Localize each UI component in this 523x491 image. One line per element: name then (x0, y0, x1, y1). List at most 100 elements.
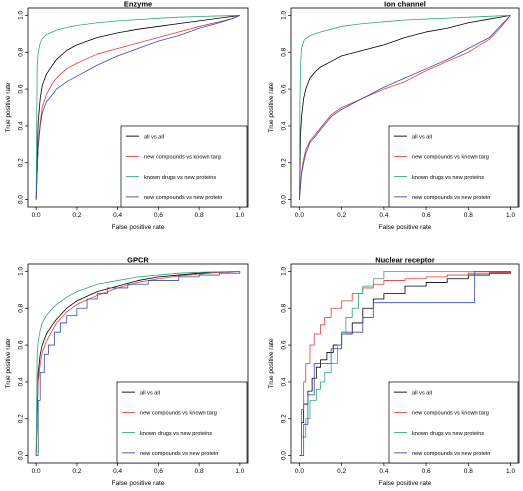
panel-ion-channel-series-known-drugs-vs-new-proteins (299, 14, 511, 200)
panel-enzyme-legend-label: new compounds vs new protein (144, 195, 222, 201)
panel-ion-channel-series-new-compounds-vs-known-targ (299, 15, 511, 200)
panel-gpcr-y-tick-label: 1.0 (18, 266, 25, 275)
panel-enzyme-series-new-compounds-vs-known-targ (35, 15, 241, 200)
panel-gpcr-legend-label: all vs all (140, 390, 160, 396)
panel-gpcr-y-tick-label: 0.6 (18, 340, 25, 349)
panel-ion-channel-y-tick-label: 0.0 (281, 195, 288, 204)
panel-ion-channel-legend-box (388, 125, 519, 208)
panel-ion-channel-legend-label: new compounds vs new protein (412, 195, 490, 201)
panel-gpcr-legend-label: new compounds vs known targ (140, 411, 217, 417)
panel-enzyme-y-tick-label: 0.6 (18, 84, 25, 93)
panel-enzyme-y-tick-label: 0.2 (18, 158, 25, 167)
panel-nuclear-receptor-x-tick-label: 1.0 (506, 468, 515, 475)
panel-gpcr-legend: all vs all new compounds vs known targ kno… (116, 381, 248, 464)
panel-gpcr-series-all-vs-all (35, 270, 240, 456)
panel-gpcr-title: GPCR (127, 256, 149, 265)
panel-nuclear-receptor-legend-label: known drugs vs new proteins (412, 431, 484, 437)
panel-enzyme-legend-box (120, 125, 248, 208)
panel-enzyme-group: Enzyme 0.0 0.2 0.4 0.6 0.8 1.0 0.0 0.2 0.4 0.6 0.8 1… (5, 0, 249, 231)
panel-ion-channel-x-tick-label: 0.8 (464, 212, 473, 219)
panel-enzyme-x-tick-label: 0.2 (72, 212, 81, 219)
panel-enzyme-x-tick-label: 0.0 (32, 212, 41, 219)
panel-enzyme-y-axis-label: True positive rate (5, 82, 12, 132)
panel-nuclear-receptor-series-all-vs-all (299, 271, 511, 457)
panel-nuclear-receptor-y-axis-label: True positive rate (268, 338, 275, 388)
panel-enzyme-legend: all vs all new compounds vs known targ kno… (120, 125, 248, 208)
panel-ion-channel-y-tick-label: 0.8 (281, 47, 288, 56)
panel-gpcr-series-new-compounds-vs-known-targ (35, 270, 240, 456)
panel-gpcr-series-new-compounds-vs-new-protein (36, 271, 241, 457)
panel-nuclear-receptor-group: Nuclear receptor 0.0 0.2 0.4 0.6 0.8 1.0 0.0 0.2… (268, 256, 520, 487)
panel-enzyme-legend-label: new compounds vs known targ (144, 155, 221, 161)
panel-nuclear-receptor-legend-label: all vs all (412, 390, 432, 396)
panel-gpcr-y-tick-label: 0.2 (18, 414, 25, 423)
panel-ion-channel-x-tick-label: 0.0 (295, 212, 304, 219)
panel-nuclear-receptor-y-tick-label: 0.0 (281, 451, 288, 460)
panel-nuclear-receptor-series-new-compounds-vs-known-targ (299, 271, 511, 457)
panel-ion-channel-y-tick-label: 1.0 (281, 10, 288, 19)
panel-ion-channel-x-tick-label: 0.6 (422, 212, 431, 219)
panel-ion-channel-x-axis-label: False positive rate (379, 224, 432, 231)
panel-gpcr-x-tick-label: 0.2 (72, 468, 81, 475)
panel-enzyme-y-tick-label: 1.0 (18, 10, 25, 19)
panel-nuclear-receptor-legend-label: new compounds vs known targ (412, 411, 489, 417)
panel-nuclear-receptor-x-tick-label: 0.0 (295, 468, 304, 475)
panel-nuclear-receptor-y-tick-label: 0.8 (281, 303, 288, 312)
panel-gpcr-x-tick-label: 0.8 (195, 468, 204, 475)
panel-enzyme-y-tick-label: 0.8 (18, 47, 25, 56)
panel-nuclear-receptor-legend: all vs all new compounds vs known targ kno… (388, 381, 519, 464)
panel-ion-channel-legend: all vs all new compounds vs known targ kno… (388, 125, 519, 208)
panel-nuclear-receptor-x-tick-label: 0.8 (464, 468, 473, 475)
panel-enzyme-series-known-drugs-vs-new-proteins (35, 14, 240, 200)
panel-gpcr-x-tick-label: 0.6 (154, 468, 163, 475)
panel-ion-channel-x-tick-label: 0.2 (337, 212, 346, 219)
panel-nuclear-receptor-x-axis-label: False positive rate (379, 480, 432, 487)
panel-ion-channel-legend-label: known drugs vs new proteins (412, 175, 484, 181)
panel-nuclear-receptor-y-tick-label: 0.2 (281, 414, 288, 423)
panel-nuclear-receptor-legend-box (388, 381, 519, 464)
panel-ion-channel-series-new-compounds-vs-new-protein (299, 15, 511, 200)
panel-nuclear-receptor-x-tick-label: 0.2 (337, 468, 346, 475)
panel-ion-channel-x-tick-label: 1.0 (506, 212, 515, 219)
panel-enzyme-legend-label: known drugs vs new proteins (144, 175, 216, 181)
panel-nuclear-receptor-x-tick-label: 0.4 (379, 468, 388, 475)
panel-ion-channel-legend-label: all vs all (412, 134, 432, 140)
panel-enzyme-series-new-compounds-vs-new-protein (35, 15, 241, 200)
panel-nuclear-receptor-series-new-compounds-vs-new-protein (299, 270, 511, 457)
panel-enzyme-x-tick-label: 0.8 (195, 212, 204, 219)
panel-enzyme-title: Enzyme (124, 0, 152, 9)
panel-enzyme-y-tick-label: 0.0 (18, 195, 25, 204)
panel-ion-channel-y-tick-label: 0.2 (281, 158, 288, 167)
panel-gpcr-group: GPCR 0.0 0.2 0.4 0.6 0.8 1.0 0.0 0.2 0.4 0.6 0.8 1.0… (5, 256, 249, 487)
panel-ion-channel-series-all-vs-all (299, 14, 511, 200)
panel-ion-channel-y-tick-label: 0.6 (281, 84, 288, 93)
panel-gpcr-series-known-drugs-vs-new-proteins (35, 270, 240, 456)
panel-gpcr-y-tick-label: 0.0 (18, 451, 25, 460)
panel-enzyme-series-all-vs-all (35, 14, 240, 200)
panel-ion-channel-y-axis-label: True positive rate (268, 82, 275, 132)
panel-ion-channel-x-tick-label: 0.4 (379, 212, 388, 219)
panel-gpcr-x-tick-label: 0.0 (32, 468, 41, 475)
panel-nuclear-receptor-x-tick-label: 0.6 (422, 468, 431, 475)
panel-gpcr-x-axis-label: False positive rate (112, 480, 165, 487)
panel-nuclear-receptor-y-tick-label: 0.4 (281, 377, 288, 386)
panel-enzyme-x-axis-label: False positive rate (112, 224, 165, 231)
panel-ion-channel-group: Ion channel 0.0 0.2 0.4 0.6 0.8 1.0 0.0 0.2 0.4 0.… (268, 0, 520, 231)
panel-gpcr-legend-label: known drugs vs new proteins (140, 431, 212, 437)
panel-enzyme-legend-label: all vs all (144, 134, 164, 140)
panel-ion-channel-legend-label: new compounds vs known targ (412, 155, 489, 161)
panel-ion-channel-y-tick-label: 0.4 (281, 121, 288, 130)
panel-gpcr-x-tick-label: 1.0 (235, 468, 244, 475)
panel-gpcr-y-tick-label: 0.8 (18, 303, 25, 312)
panel-enzyme-x-tick-label: 1.0 (235, 212, 244, 219)
panel-gpcr-legend-label: new compounds vs new protein (140, 451, 218, 457)
panel-enzyme-y-tick-label: 0.4 (18, 121, 25, 130)
panel-enzyme-x-tick-label: 0.4 (113, 212, 122, 219)
panel-nuclear-receptor-legend-label: new compounds vs new protein (412, 451, 490, 457)
panel-nuclear-receptor-title: Nuclear receptor (375, 256, 435, 265)
panel-gpcr-x-tick-label: 0.4 (113, 468, 122, 475)
panel-gpcr-legend-box (116, 381, 248, 464)
panel-gpcr-y-axis-label: True positive rate (5, 338, 12, 388)
panel-ion-channel-title: Ion channel (384, 0, 426, 9)
